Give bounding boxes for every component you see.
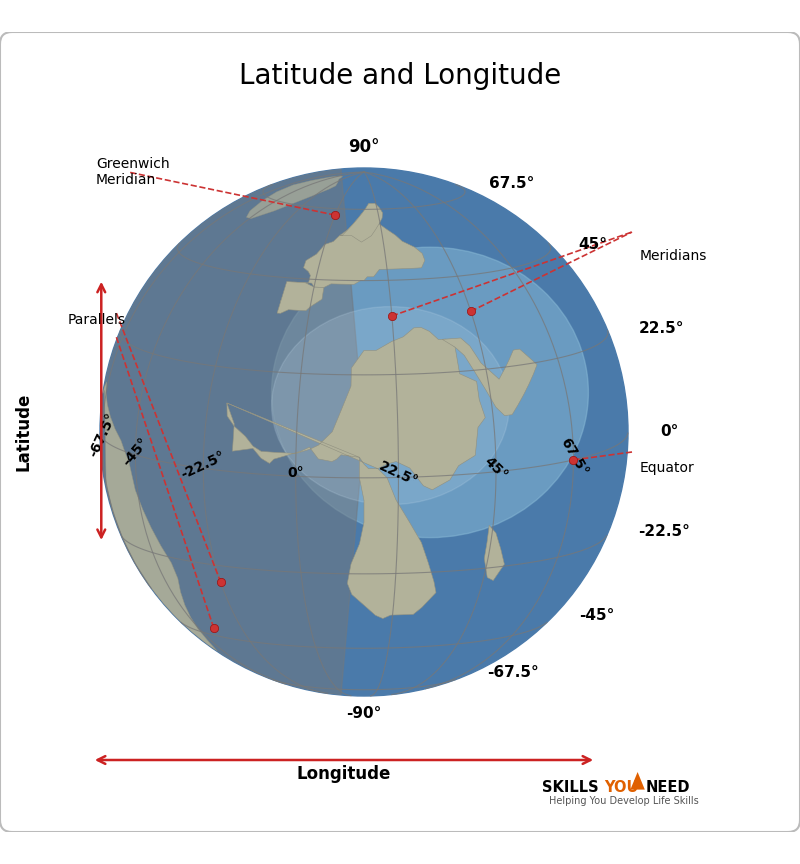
Wedge shape xyxy=(100,169,364,695)
Text: 22.5°: 22.5° xyxy=(638,321,684,336)
Polygon shape xyxy=(103,382,218,651)
Text: 0°: 0° xyxy=(287,466,304,480)
Text: -90°: -90° xyxy=(346,707,382,721)
Text: Longitude: Longitude xyxy=(297,765,391,783)
FancyBboxPatch shape xyxy=(0,32,800,832)
Text: 0°: 0° xyxy=(660,424,678,440)
Text: -45°: -45° xyxy=(578,608,614,623)
Polygon shape xyxy=(227,327,486,619)
Text: -67.5°: -67.5° xyxy=(487,664,539,680)
Text: Latitude: Latitude xyxy=(15,393,33,471)
Text: 67.5°: 67.5° xyxy=(557,435,590,478)
Text: Helping You Develop Life Skills: Helping You Develop Life Skills xyxy=(549,796,699,806)
Text: -67.5°: -67.5° xyxy=(86,410,118,459)
Polygon shape xyxy=(340,203,382,242)
Text: 22.5°: 22.5° xyxy=(377,459,420,489)
Text: Equator: Equator xyxy=(640,461,694,475)
Text: Parallels: Parallels xyxy=(68,313,126,327)
Text: 67.5°: 67.5° xyxy=(489,176,534,191)
Polygon shape xyxy=(442,338,537,416)
Text: Greenwich
Meridian: Greenwich Meridian xyxy=(96,157,170,187)
Polygon shape xyxy=(630,772,645,790)
Ellipse shape xyxy=(271,307,509,505)
Text: SKILLS: SKILLS xyxy=(542,780,604,796)
Polygon shape xyxy=(277,282,324,314)
Text: 90°: 90° xyxy=(348,138,380,156)
Polygon shape xyxy=(246,176,342,219)
Ellipse shape xyxy=(272,247,589,537)
Text: YOU: YOU xyxy=(604,780,638,796)
Text: 45°: 45° xyxy=(482,454,510,483)
Polygon shape xyxy=(277,213,425,313)
Text: Latitude and Longitude: Latitude and Longitude xyxy=(239,62,561,90)
Polygon shape xyxy=(484,525,504,581)
Text: 45°: 45° xyxy=(578,237,608,251)
Text: -22.5°: -22.5° xyxy=(638,524,690,539)
Text: -22.5°: -22.5° xyxy=(179,448,228,481)
Text: Meridians: Meridians xyxy=(640,249,707,263)
Circle shape xyxy=(100,168,628,696)
Text: NEED: NEED xyxy=(646,780,690,796)
Text: -45°: -45° xyxy=(120,435,151,468)
